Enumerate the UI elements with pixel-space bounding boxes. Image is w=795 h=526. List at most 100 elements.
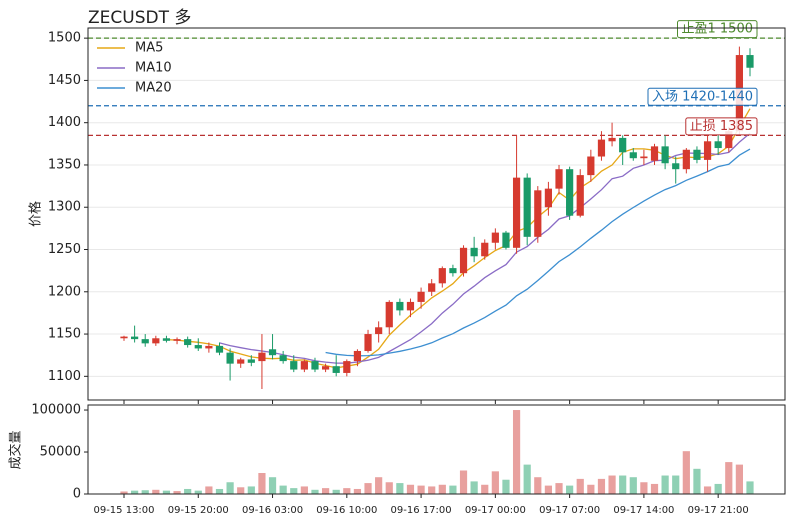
volume-bar — [629, 477, 637, 494]
candle-body — [566, 169, 574, 216]
volume-bar — [725, 462, 733, 494]
candle-body — [162, 338, 171, 341]
y-tick-label: 1350 — [48, 157, 81, 172]
ma-line — [325, 148, 751, 357]
y-tick-label: 1250 — [48, 242, 81, 257]
volume-bar — [417, 485, 425, 494]
volume-bar — [162, 490, 171, 494]
candle-body — [629, 152, 637, 159]
candle-body — [385, 301, 393, 328]
y-tick-label: 1100 — [48, 369, 81, 384]
volume-bar — [576, 478, 584, 494]
volume-y-tick-label: 0 — [73, 487, 81, 502]
candle-body — [650, 146, 659, 161]
candle-body — [131, 336, 139, 340]
x-tick-label: 09-17 07:00 — [539, 505, 600, 516]
candle-body — [544, 188, 553, 208]
candle-body — [608, 137, 616, 142]
volume-bar — [672, 475, 680, 494]
candle-body — [406, 301, 415, 311]
candle-body — [428, 283, 436, 292]
volume-bar — [184, 488, 192, 494]
candle-body — [364, 334, 372, 351]
candle-body — [534, 190, 542, 237]
volume-bar — [406, 484, 415, 494]
candle-body — [215, 345, 224, 353]
volume-bar — [279, 485, 287, 494]
candle-body — [300, 361, 308, 370]
volume-y-tick-label: 100000 — [31, 403, 81, 418]
chart-title: ZECUSDT 多 — [88, 8, 191, 28]
candle-body — [661, 146, 669, 164]
y-tick-label: 1450 — [48, 73, 81, 88]
candle-body — [703, 141, 712, 160]
candle-body — [555, 169, 563, 189]
volume-bar — [481, 484, 489, 494]
volume-bar — [534, 477, 542, 494]
volume-bar — [385, 482, 393, 494]
volume-bar — [491, 471, 499, 494]
volume-bar — [258, 473, 266, 494]
candle-body — [184, 339, 192, 346]
y-axis-label: 价格 — [28, 201, 44, 227]
candle-body — [491, 232, 499, 243]
level-label-box — [685, 117, 758, 136]
candle-body — [640, 156, 648, 159]
candle-body — [279, 355, 287, 362]
candle-body — [693, 149, 701, 160]
legend-label: MA10 — [135, 61, 172, 76]
volume-bar — [364, 483, 372, 494]
volume-bar — [205, 486, 213, 494]
volume-bar — [428, 486, 436, 494]
candle-body — [417, 291, 425, 302]
volume-bar — [459, 470, 468, 494]
x-tick-label: 09-15 13:00 — [93, 505, 154, 516]
y-tick-label: 1400 — [48, 115, 81, 130]
volume-bar — [555, 483, 563, 494]
volume-bar — [375, 477, 383, 494]
volume-bar — [226, 482, 234, 494]
volume-bar — [300, 486, 308, 494]
volume-bar — [268, 477, 277, 494]
volume-bar — [141, 490, 149, 494]
volume-bar — [587, 484, 595, 494]
candle-body — [226, 352, 234, 364]
x-tick-label: 09-15 20:00 — [168, 505, 229, 516]
level-label-text: 入场 1420-1440 — [652, 89, 753, 104]
volume-bar — [650, 483, 659, 494]
candle-body — [290, 361, 298, 370]
y-tick-label: 1200 — [48, 284, 81, 299]
x-tick-label: 09-16 03:00 — [242, 505, 303, 516]
volume-bar — [693, 468, 701, 494]
volume-bar — [640, 482, 648, 494]
volume-bar — [502, 479, 510, 494]
level-label: 止盈1 1500 — [677, 20, 758, 39]
level-label-text: 止盈1 1500 — [682, 22, 754, 37]
volume-bar — [746, 481, 754, 494]
candle-body — [512, 177, 521, 248]
candle-body — [205, 345, 213, 349]
candle-body — [682, 149, 690, 170]
legend-label: MA5 — [135, 41, 163, 56]
volume-bar — [597, 478, 606, 494]
candle-body — [321, 366, 330, 370]
candle-body — [470, 247, 478, 257]
candle-body — [597, 139, 606, 157]
volume-y-tick-label: 50000 — [40, 445, 81, 460]
volume-bar — [438, 484, 446, 494]
volume-bar — [703, 486, 712, 494]
volume-bar — [343, 488, 351, 494]
candle-body — [725, 131, 733, 149]
y-tick-label: 1300 — [48, 200, 81, 215]
candle-body — [353, 350, 362, 362]
volume-bar — [619, 475, 627, 494]
candle-body — [258, 352, 266, 362]
candle-body — [619, 137, 627, 153]
volume-bar — [661, 475, 669, 494]
volume-bar — [173, 491, 181, 494]
volume-bar — [237, 487, 245, 494]
level-label-box — [647, 87, 758, 106]
candle-body — [237, 359, 245, 364]
